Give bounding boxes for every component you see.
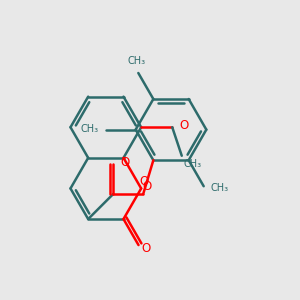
Text: O: O xyxy=(142,180,151,193)
Text: O: O xyxy=(179,119,188,132)
Text: CH₃: CH₃ xyxy=(81,124,99,134)
Text: O: O xyxy=(142,242,151,254)
Text: CH₃: CH₃ xyxy=(127,56,146,66)
Text: O: O xyxy=(140,175,149,188)
Text: O: O xyxy=(120,156,129,169)
Text: CH₃: CH₃ xyxy=(211,183,229,193)
Text: CH₃: CH₃ xyxy=(184,159,202,169)
